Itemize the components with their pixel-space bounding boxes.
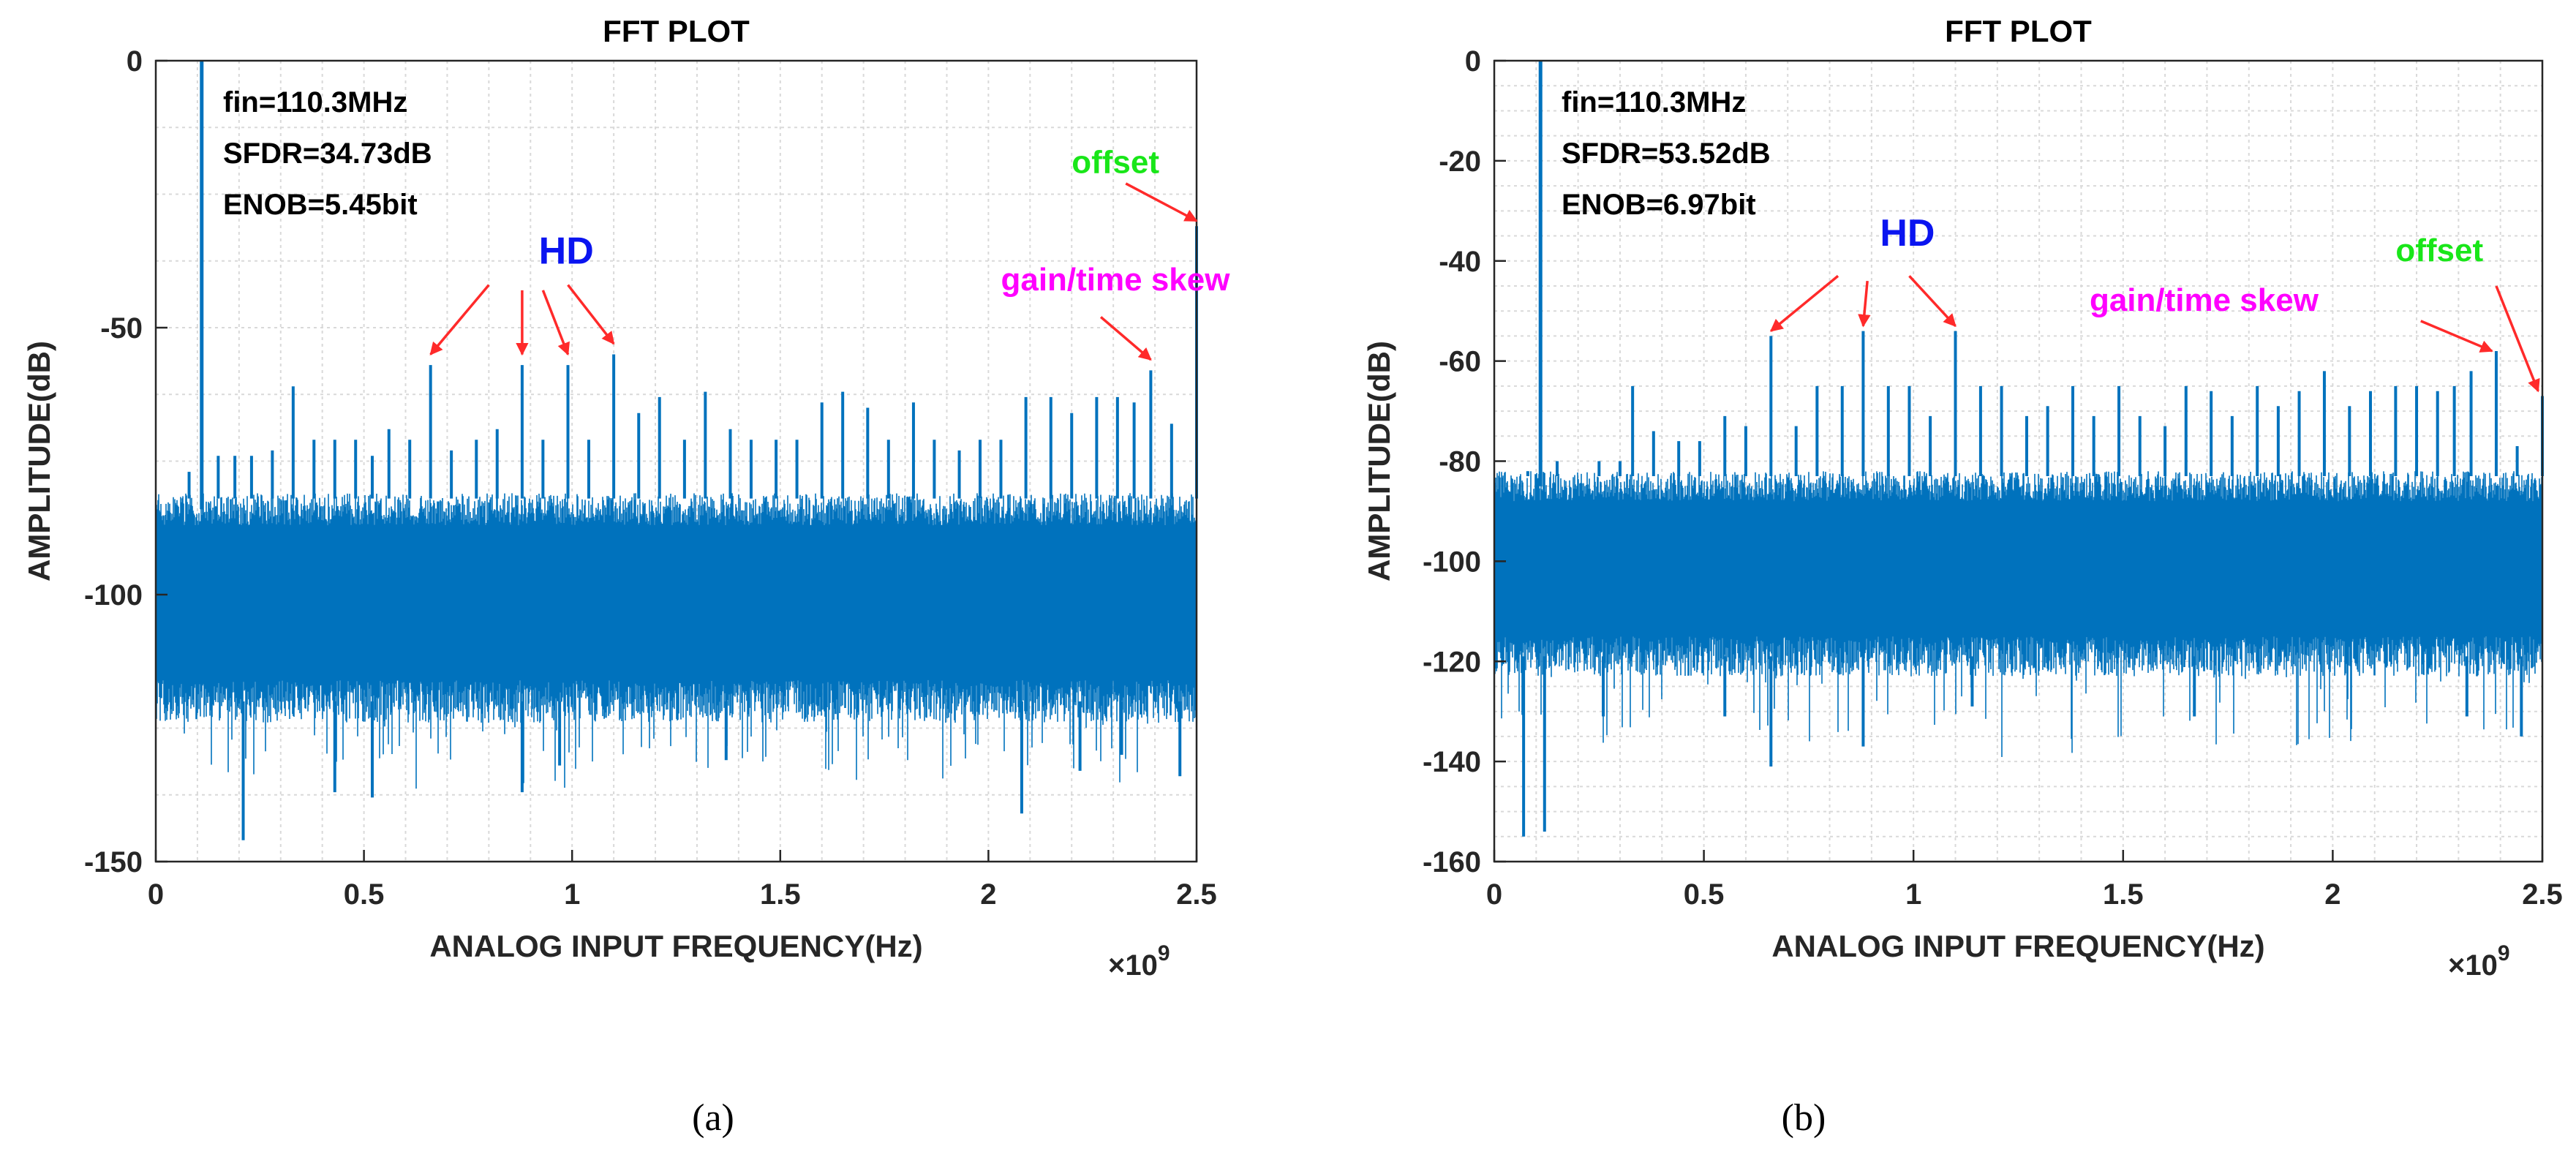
y-tick-label: -160 — [1423, 846, 1481, 878]
annotation-label: gain/time skew — [2090, 282, 2319, 318]
x-tick-label: 1 — [564, 878, 580, 911]
annotation-label: offset — [1072, 144, 1159, 180]
grid — [1494, 60, 2543, 862]
x-tick-label: 2 — [980, 878, 996, 911]
panel-caption: (b) — [1782, 1097, 1826, 1139]
y-axis-label: AMPLITUDE(dB) — [22, 341, 56, 581]
annotation-arrow — [1858, 280, 1871, 328]
x-multiplier-exponent: 9 — [2498, 941, 2510, 965]
x-tick-label: 2.5 — [1176, 878, 1217, 911]
annotation-label: offset — [2395, 233, 2483, 268]
annotation-offset: offset — [1072, 144, 1198, 222]
x-tick-label: 1 — [1905, 878, 1921, 911]
x-tick-label: 0 — [1486, 878, 1502, 911]
x-multiplier: ×109 — [1108, 941, 1170, 982]
y-tick-label: -60 — [1439, 346, 1481, 378]
x-tick-label: 2.5 — [2522, 878, 2563, 911]
x-tick-label: 0.5 — [344, 878, 385, 911]
x-axis-label: ANALOG INPUT FREQUENCY(Hz) — [429, 929, 922, 963]
x-tick-label: 1.5 — [2103, 878, 2144, 911]
annotation-arrow — [567, 284, 615, 345]
annotation-hd: HD — [429, 230, 615, 356]
x-tick-label: 0 — [148, 878, 164, 911]
annotation-label: HD — [1880, 212, 1935, 255]
x-tick-label: 1.5 — [760, 878, 801, 911]
chart-title: FFT PLOT — [1945, 14, 2092, 48]
y-tick-label: -20 — [1439, 146, 1481, 178]
grid — [155, 60, 1197, 862]
y-tick-label: 0 — [1465, 45, 1481, 78]
annotation-gain-time-skew: gain/time skew — [2090, 282, 2493, 353]
panel-caption: (a) — [692, 1097, 734, 1139]
annotation-arrow — [429, 284, 490, 355]
noise-floor — [1494, 471, 2543, 757]
y-tick-label: -50 — [100, 312, 143, 344]
y-tick-label: -100 — [1423, 546, 1481, 578]
annotation-hd: HD — [1769, 212, 1957, 332]
noise-floor — [155, 493, 1197, 789]
y-tick-label: -120 — [1423, 646, 1481, 678]
fft-plot-panel-a: 0 0.5 1 1.5 2 2.5 0 -50 -100 -150 ×109 FFT PLOT ANAL… — [22, 14, 1230, 1139]
fft-plot-panel-b: 0 0.5 1 1.5 2 2.5 0 -20 -40 -60 -80 -100 -120 -140 -16… — [1362, 14, 2563, 1139]
annotation-arrow — [1769, 274, 1839, 332]
y-tick-label: -140 — [1423, 746, 1481, 778]
stat-label: fin=110.3MHz — [223, 86, 407, 118]
annotation-arrow — [1908, 275, 1957, 328]
stat-label: SFDR=34.73dB — [223, 138, 432, 170]
stat-label: fin=110.3MHz — [1562, 86, 1746, 118]
chart-title: FFT PLOT — [603, 14, 750, 48]
stat-label: ENOB=5.45bit — [223, 189, 418, 221]
y-tick-label: -40 — [1439, 246, 1481, 278]
annotation-arrow — [2420, 320, 2493, 353]
x-axis-label: ANALOG INPUT FREQUENCY(Hz) — [1771, 929, 2264, 963]
annotation-arrow — [1125, 182, 1198, 222]
x-tick-label: 0.5 — [1684, 878, 1725, 911]
x-multiplier-base: ×10 — [1108, 949, 1158, 982]
x-tick-label: 2 — [2324, 878, 2340, 911]
stat-label: ENOB=6.97bit — [1562, 189, 1756, 221]
y-tick-label: -80 — [1439, 446, 1481, 478]
x-multiplier: ×109 — [2448, 941, 2510, 982]
y-tick-label: 0 — [127, 45, 143, 78]
x-multiplier-exponent: 9 — [1158, 941, 1170, 965]
annotation-arrow — [541, 290, 570, 356]
stat-label: SFDR=53.52dB — [1562, 138, 1771, 170]
y-axis-label: AMPLITUDE(dB) — [1362, 341, 1396, 581]
y-tick-label: -100 — [84, 579, 143, 611]
annotation-offset: offset — [2395, 233, 2540, 393]
y-tick-label: -150 — [84, 846, 143, 878]
annotation-arrow — [2495, 285, 2540, 393]
annotation-label: gain/time skew — [1001, 262, 1230, 298]
annotation-arrow — [1099, 316, 1152, 361]
annotation-label: HD — [539, 230, 594, 272]
annotation-gain-time-skew: gain/time skew — [1001, 262, 1230, 361]
x-multiplier-base: ×10 — [2448, 949, 2498, 982]
plot-frame — [154, 59, 1198, 863]
